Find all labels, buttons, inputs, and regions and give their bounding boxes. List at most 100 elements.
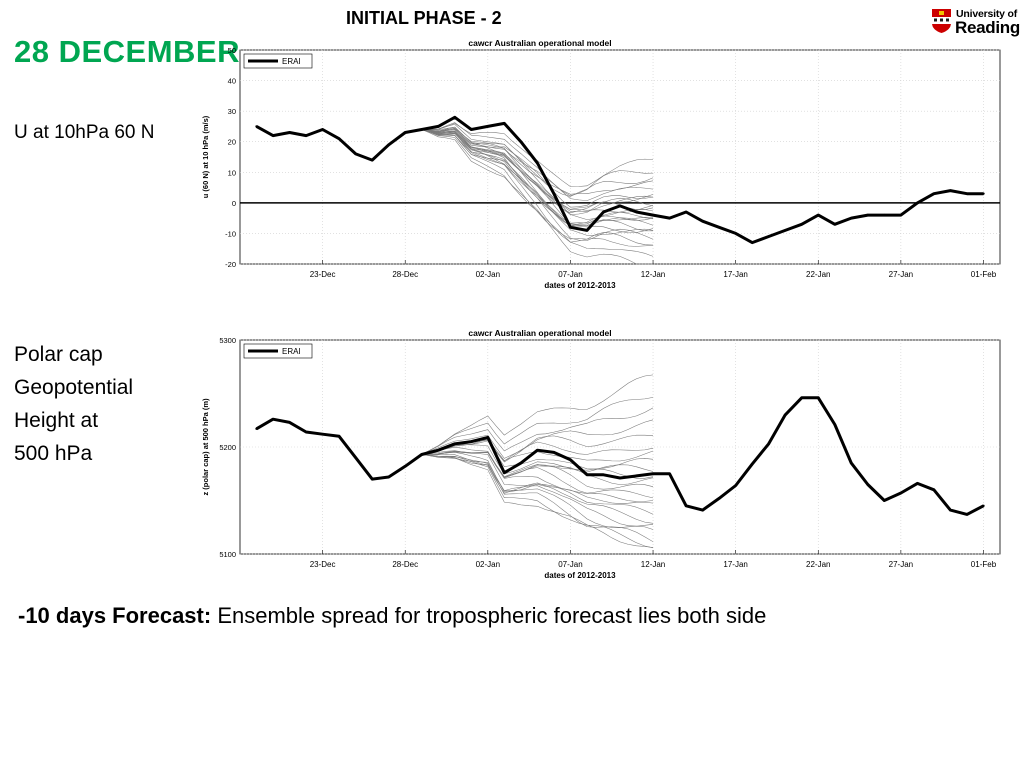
- y-axis-label: u (60 N) at 10 hPa (m/s): [201, 115, 210, 198]
- geopotential-chart: cawcr Australian operational model 23-Dec…: [201, 328, 1001, 580]
- x-tick-label: 07-Jan: [558, 560, 582, 569]
- erai-data-point: [916, 482, 919, 485]
- erai-data-point: [833, 423, 836, 426]
- erai-data-point: [404, 465, 407, 468]
- ensemble-member-line: [421, 122, 654, 197]
- erai-data-point: [734, 484, 737, 487]
- erai-data-point: [817, 213, 820, 217]
- shield-icon: [932, 9, 951, 33]
- y-tick-label: 10: [228, 168, 236, 177]
- y-tick-label: 20: [228, 138, 236, 147]
- erai-data-point: [899, 491, 903, 495]
- logo-line-2: Reading: [955, 18, 1020, 37]
- erai-data-point: [767, 442, 770, 445]
- erai-data-point: [784, 229, 787, 232]
- erai-data-point: [470, 440, 473, 443]
- erai-data-point: [288, 421, 291, 424]
- x-tick-label: 12-Jan: [641, 270, 665, 279]
- ensemble-member-line: [421, 407, 654, 455]
- erai-data-point: [337, 435, 341, 438]
- ensemble-member-line: [421, 128, 654, 201]
- erai-data-point: [569, 226, 572, 229]
- y-tick-label: 5100: [219, 550, 236, 559]
- erai-data-point: [684, 210, 688, 214]
- erai-data-point: [602, 210, 605, 214]
- erai-data-point: [602, 473, 605, 477]
- erai-data-point: [618, 476, 622, 480]
- erai-data-point: [536, 449, 539, 452]
- erai-data-point: [850, 216, 853, 220]
- legend-label: ERAI: [282, 347, 301, 356]
- erai-data-point: [651, 472, 655, 475]
- erai-data-point: [734, 232, 737, 235]
- erai-data-point: [701, 508, 704, 512]
- ensemble-member-line: [421, 129, 654, 220]
- erai-data-point: [552, 192, 556, 195]
- erai-data-point: [354, 456, 357, 459]
- forecast-note-bold: -10 days Forecast:: [18, 603, 212, 628]
- erai-data-point: [668, 472, 671, 475]
- x-tick-label: 17-Jan: [723, 560, 747, 569]
- erai-data-point: [866, 483, 870, 486]
- ensemble-member-line: [421, 129, 654, 246]
- geopotential-label-line: Polar cap: [14, 343, 103, 366]
- erai-data-point: [271, 417, 275, 421]
- x-tick-label: 27-Jan: [889, 270, 913, 279]
- erai-data-point: [800, 396, 803, 399]
- university-logo: University of Reading: [932, 8, 1020, 38]
- erai-data-point: [503, 471, 506, 474]
- erai-data-point: [420, 128, 423, 131]
- erai-data-point: [899, 213, 903, 217]
- legend-label: ERAI: [282, 57, 301, 66]
- erai-data-point: [817, 396, 820, 399]
- erai-data-point: [437, 449, 440, 452]
- ensemble-member-line: [421, 124, 654, 197]
- erai-data-point: [404, 131, 407, 134]
- x-tick-label: 07-Jan: [558, 270, 582, 279]
- x-tick-label: 27-Jan: [889, 560, 913, 569]
- erai-data-point: [932, 488, 936, 491]
- ensemble-member-line: [421, 454, 654, 542]
- erai-data-point: [321, 432, 324, 436]
- ensemble-member-line: [421, 454, 654, 530]
- phase-title: INITIAL PHASE - 2: [346, 8, 502, 28]
- logo-line-1: University of: [956, 8, 1017, 20]
- erai-data-point: [668, 216, 671, 220]
- erai-data-point: [387, 475, 390, 479]
- erai-data-point: [486, 125, 490, 128]
- date-title: 28 DECEMBER: [14, 34, 240, 69]
- y-tick-label: 30: [228, 107, 236, 116]
- x-tick-label: 22-Jan: [806, 270, 830, 279]
- x-tick-label: 23-Dec: [310, 560, 336, 569]
- ensemble-member-line: [421, 129, 653, 265]
- ensemble-member-line: [421, 397, 654, 455]
- erai-data-point: [883, 213, 886, 217]
- x-tick-label: 02-Jan: [476, 560, 500, 569]
- erai-data-point: [255, 427, 258, 431]
- erai-data-point: [453, 442, 456, 445]
- ensemble-member-line: [421, 452, 654, 515]
- erai-data-point: [519, 140, 523, 143]
- erai-data-point: [321, 128, 324, 131]
- erai-data-point: [536, 161, 539, 165]
- ensemble-member-line: [421, 129, 654, 257]
- x-tick-label: 28-Dec: [392, 270, 418, 279]
- erai-data-point: [750, 462, 754, 466]
- erai-data-point: [255, 125, 258, 128]
- erai-data-point: [420, 453, 423, 456]
- erai-data-point: [684, 504, 688, 508]
- legend: ERAI: [243, 343, 313, 359]
- erai-data-point: [949, 189, 952, 192]
- ensemble-member-line: [421, 454, 654, 524]
- erai-data-point: [965, 192, 969, 195]
- y-tick-label: 0: [232, 199, 236, 208]
- ensemble-member-line: [421, 451, 654, 504]
- x-tick-label: 01-Feb: [971, 560, 997, 569]
- erai-data-point: [916, 201, 919, 205]
- x-axis-label: dates of 2012-2013: [544, 571, 616, 580]
- forecast-note: -10 days Forecast: Ensemble spread for t…: [18, 603, 766, 629]
- erai-data-point: [635, 210, 638, 214]
- x-tick-label: 01-Feb: [971, 270, 997, 279]
- forecast-note-text: Ensemble spread for tropospheric forecas…: [211, 603, 767, 628]
- y-tick-label: -10: [225, 229, 236, 238]
